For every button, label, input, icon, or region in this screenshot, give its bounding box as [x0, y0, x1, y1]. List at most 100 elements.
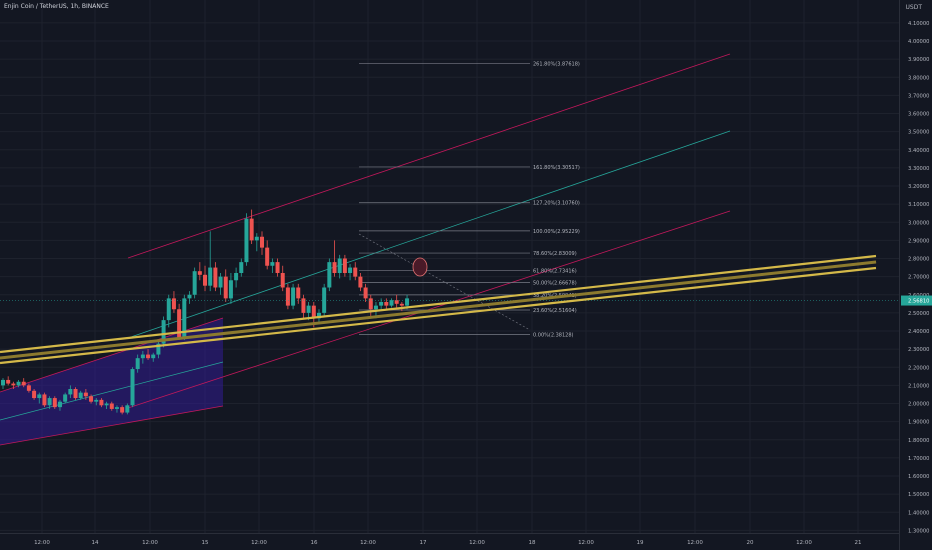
candle-body	[1, 379, 5, 386]
time-tick-label: 12:00	[469, 540, 485, 546]
candle-body	[239, 262, 244, 273]
price-tick-label: 2.00000	[908, 402, 929, 408]
candle-body	[114, 407, 119, 409]
time-tick-label: 12:00	[34, 540, 50, 546]
fib-level-label: 261.80%(3.87618)	[533, 61, 580, 67]
price-tick-label: 4.10000	[908, 21, 929, 27]
candle-body	[316, 312, 321, 319]
fib-level-label: 0.00%(2.38128)	[533, 332, 574, 338]
candle-body	[135, 358, 140, 370]
time-tick-label: 19	[637, 540, 644, 546]
candle-body	[311, 305, 316, 319]
candle-body	[140, 354, 145, 359]
yellow-trendline	[0, 266, 877, 365]
time-tick-label: 12:00	[687, 540, 703, 546]
candle-body	[104, 403, 109, 406]
candle-body	[16, 381, 21, 386]
time-axis[interactable]	[0, 533, 900, 550]
price-tick-label: 1.60000	[908, 474, 929, 480]
fib-level-label: 61.80%(2.73416)	[533, 268, 577, 274]
fib-level-label: 100.00%(2.95229)	[533, 229, 580, 235]
candle-body	[394, 300, 399, 304]
candle-body	[348, 267, 353, 273]
candle-body	[57, 401, 62, 408]
time-tick-label: 20	[747, 540, 754, 546]
candle-body	[192, 271, 197, 295]
currency-label: USDT	[905, 4, 923, 11]
candle-body	[379, 302, 384, 306]
time-tick-label: 21	[855, 540, 862, 546]
candle-body	[68, 389, 73, 395]
candle-body	[182, 298, 187, 339]
price-tick-label: 2.70000	[908, 275, 929, 281]
price-tick-label: 2.80000	[908, 257, 929, 263]
candle-body	[197, 271, 202, 275]
fib-level-label: 78.60%(2.83009)	[533, 251, 577, 257]
candle-body	[384, 302, 389, 306]
time-tick-label: 12:00	[360, 540, 376, 546]
candle-body	[26, 385, 31, 391]
candle-body	[187, 294, 192, 299]
candle-body	[125, 405, 130, 413]
time-tick-label: 14	[92, 540, 99, 546]
price-tick-label: 2.20000	[908, 365, 929, 371]
candle-body	[11, 383, 16, 386]
yellow-trendline-band	[0, 260, 877, 360]
price-tick-label: 3.40000	[908, 148, 929, 154]
price-tick-label: 3.80000	[908, 75, 929, 81]
symbol-title[interactable]: Enjin Coin / TetherUS, 1h, BINANCE	[4, 3, 109, 10]
candle-body	[78, 392, 83, 399]
candle-body	[337, 258, 342, 273]
time-tick-label: 12:00	[796, 540, 812, 546]
highlight-ellipse	[412, 257, 428, 277]
candle-body	[358, 276, 363, 288]
time-tick-label: 12:00	[578, 540, 594, 546]
candle-body	[6, 379, 11, 384]
candle-body	[285, 287, 290, 306]
candle-body	[306, 305, 311, 313]
channel-drawings[interactable]	[0, 53, 731, 446]
candle-body	[32, 390, 37, 399]
price-tick-label: 2.50000	[908, 311, 929, 317]
candle-body	[265, 247, 270, 266]
price-axis[interactable]: USDT	[899, 0, 932, 550]
time-tick-label: 16	[311, 540, 318, 546]
candle-body	[368, 298, 373, 310]
candle-body	[353, 267, 358, 277]
candle-body	[301, 298, 306, 313]
candle-body	[151, 354, 156, 359]
candle-body	[332, 262, 337, 273]
price-tick-label: 2.10000	[908, 383, 929, 389]
fib-level-label: 161.80%(3.30517)	[533, 165, 580, 171]
middle-channel-line	[127, 130, 731, 339]
purple-channel-bottom	[0, 405, 224, 446]
candle-body	[342, 258, 347, 273]
price-tick-label: 1.80000	[908, 438, 929, 444]
candle-body	[208, 267, 213, 286]
price-tick-label: 1.90000	[908, 420, 929, 426]
candle-body	[213, 267, 218, 288]
purple-channel-fill	[0, 318, 223, 445]
candle-body	[52, 398, 57, 408]
price-tick-label: 3.10000	[908, 202, 929, 208]
candle-body	[244, 218, 249, 263]
candle-body	[161, 320, 166, 344]
candle-body	[203, 274, 208, 286]
trendline-drawings[interactable]	[0, 254, 877, 365]
candle-body	[21, 381, 26, 386]
candle-body	[109, 403, 114, 409]
candle-body	[327, 262, 332, 288]
upper-channel-line	[127, 53, 731, 259]
price-tick-label: 2.30000	[908, 347, 929, 353]
fib-anchor-line	[358, 233, 531, 331]
time-tick-label: 12:00	[251, 540, 267, 546]
price-tick-label: 4.00000	[908, 39, 929, 45]
price-tick-label: 3.20000	[908, 184, 929, 190]
candle-body	[146, 354, 151, 359]
candle-body	[99, 399, 104, 406]
candle-body	[228, 280, 233, 299]
candle-body	[280, 273, 285, 288]
fib-level-label: 50.00%(2.66678)	[533, 281, 577, 287]
